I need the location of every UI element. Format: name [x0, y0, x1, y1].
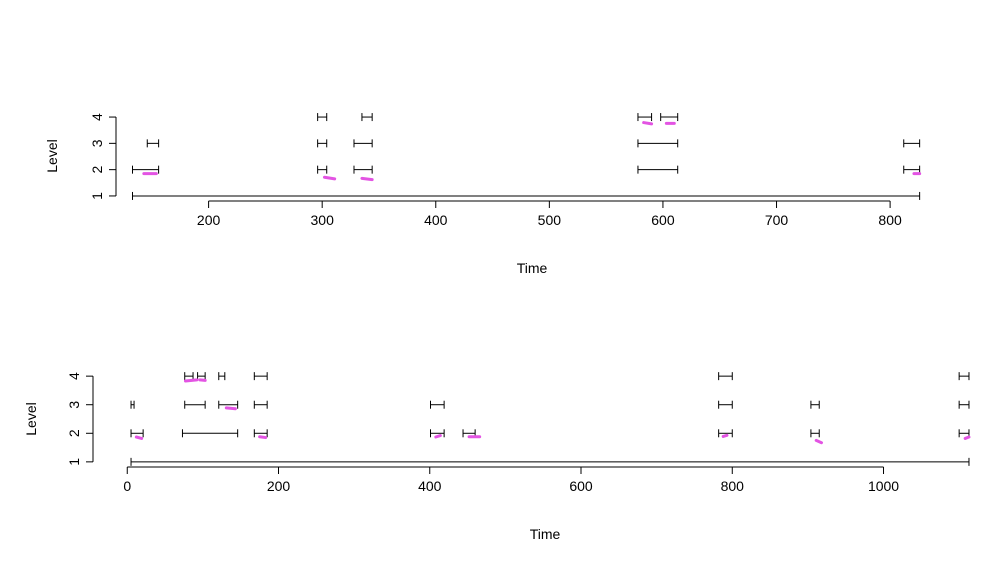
- bottom-chart: 0 200 400 600 800 1000 1 2 3 4 Time Level: [23, 372, 971, 542]
- top-chart-interval: [637, 165, 679, 174]
- top-chart-highlight-segment: [360, 176, 374, 182]
- top-chart-x-tick-label: 500: [538, 212, 562, 228]
- top-chart-x-tick-label: 700: [765, 212, 789, 228]
- bottom-chart-intervals: [130, 372, 970, 466]
- top-chart-interval: [317, 139, 328, 148]
- top-chart-interval: [637, 113, 653, 122]
- bottom-chart-interval: [718, 429, 733, 438]
- bottom-chart-interval: [181, 429, 239, 438]
- bottom-chart-highlight-segment: [183, 378, 199, 383]
- bottom-chart-interval: [130, 400, 135, 409]
- top-chart-y-tick-label: 1: [89, 192, 105, 200]
- top-chart-interval: [131, 191, 921, 200]
- bottom-chart-interval: [218, 372, 226, 381]
- top-chart-x-tick-label: 200: [197, 212, 221, 228]
- bottom-chart-interval: [130, 457, 970, 466]
- top-chart-highlight-segment: [322, 175, 337, 181]
- bottom-chart-interval: [253, 372, 268, 381]
- bottom-chart-interval: [130, 429, 144, 438]
- bottom-chart-highlights: [134, 378, 971, 445]
- top-chart-interval: [660, 113, 679, 122]
- bottom-chart-y-tick-label: 1: [66, 458, 82, 466]
- top-chart-interval: [353, 165, 373, 174]
- top-chart-interval: [637, 139, 679, 148]
- bottom-chart-interval: [253, 429, 268, 438]
- top-chart-y-axis-title: Level: [44, 139, 60, 172]
- bottom-chart-x-axis-title: Time: [530, 526, 561, 542]
- top-chart-x-tick-label: 800: [878, 212, 902, 228]
- bottom-chart-interval: [958, 372, 970, 381]
- bottom-chart-y-axis-title: Level: [23, 402, 39, 435]
- top-chart-interval: [361, 113, 373, 122]
- bottom-chart-interval: [958, 400, 970, 409]
- top-chart-highlights: [142, 121, 922, 182]
- top-chart-interval: [903, 139, 921, 148]
- bottom-chart-x-tick-label: 800: [721, 478, 745, 494]
- bottom-chart-interval: [810, 400, 820, 409]
- bottom-chart-interval: [810, 429, 820, 438]
- bottom-chart-highlight-segment: [963, 435, 971, 440]
- bottom-chart-interval: [253, 400, 268, 409]
- bottom-chart-highlight-segment: [224, 406, 237, 411]
- bottom-chart-interval: [430, 400, 445, 409]
- top-chart-x-tick-label: 300: [311, 212, 335, 228]
- bottom-chart-highlight-segment: [814, 438, 824, 445]
- bottom-chart-highlight-segment: [258, 435, 268, 440]
- bottom-chart-axes: 0 200 400 600 800 1000 1 2 3 4: [66, 372, 899, 494]
- bottom-chart-interval: [718, 372, 733, 381]
- top-chart: 200 300 400 500 600 700 800 1 2 3 4 Time Level: [44, 113, 922, 276]
- top-chart-interval: [146, 139, 160, 148]
- top-chart-highlight-segment: [642, 121, 654, 126]
- bottom-chart-y-tick-label: 2: [66, 429, 82, 437]
- bottom-chart-highlight-segment: [134, 435, 144, 440]
- top-chart-interval: [131, 165, 160, 174]
- bottom-chart-x-tick-label: 400: [418, 478, 442, 494]
- bottom-chart-x-tick-label: 600: [569, 478, 593, 494]
- bottom-chart-interval: [718, 400, 733, 409]
- bottom-chart-highlight-segment: [721, 433, 729, 438]
- bottom-chart-x-tick-label: 200: [267, 478, 291, 494]
- top-chart-y-tick-label: 4: [89, 113, 105, 121]
- bottom-chart-interval: [430, 429, 445, 438]
- bottom-chart-highlight-segment: [198, 378, 207, 382]
- top-chart-interval: [317, 113, 328, 122]
- bottom-chart-x-tick-label: 0: [123, 478, 131, 494]
- top-chart-y-tick-label: 3: [89, 139, 105, 147]
- top-chart-interval: [353, 139, 373, 148]
- top-chart-x-axis-title: Time: [517, 260, 548, 276]
- top-chart-intervals: [131, 113, 921, 200]
- bottom-chart-highlight-segment: [434, 434, 442, 439]
- bottom-chart-interval: [218, 400, 239, 409]
- top-chart-x-tick-label: 600: [651, 212, 675, 228]
- top-chart-y-tick-label: 2: [89, 166, 105, 174]
- bottom-chart-x-tick-label: 1000: [868, 478, 899, 494]
- top-chart-interval: [317, 165, 328, 174]
- top-chart-axes: 200 300 400 500 600 700 800 1 2 3 4: [89, 113, 902, 228]
- bottom-chart-y-tick-label: 4: [66, 372, 82, 380]
- bottom-chart-interval: [184, 400, 206, 409]
- top-chart-x-tick-label: 400: [424, 212, 448, 228]
- bottom-chart-y-tick-label: 3: [66, 401, 82, 409]
